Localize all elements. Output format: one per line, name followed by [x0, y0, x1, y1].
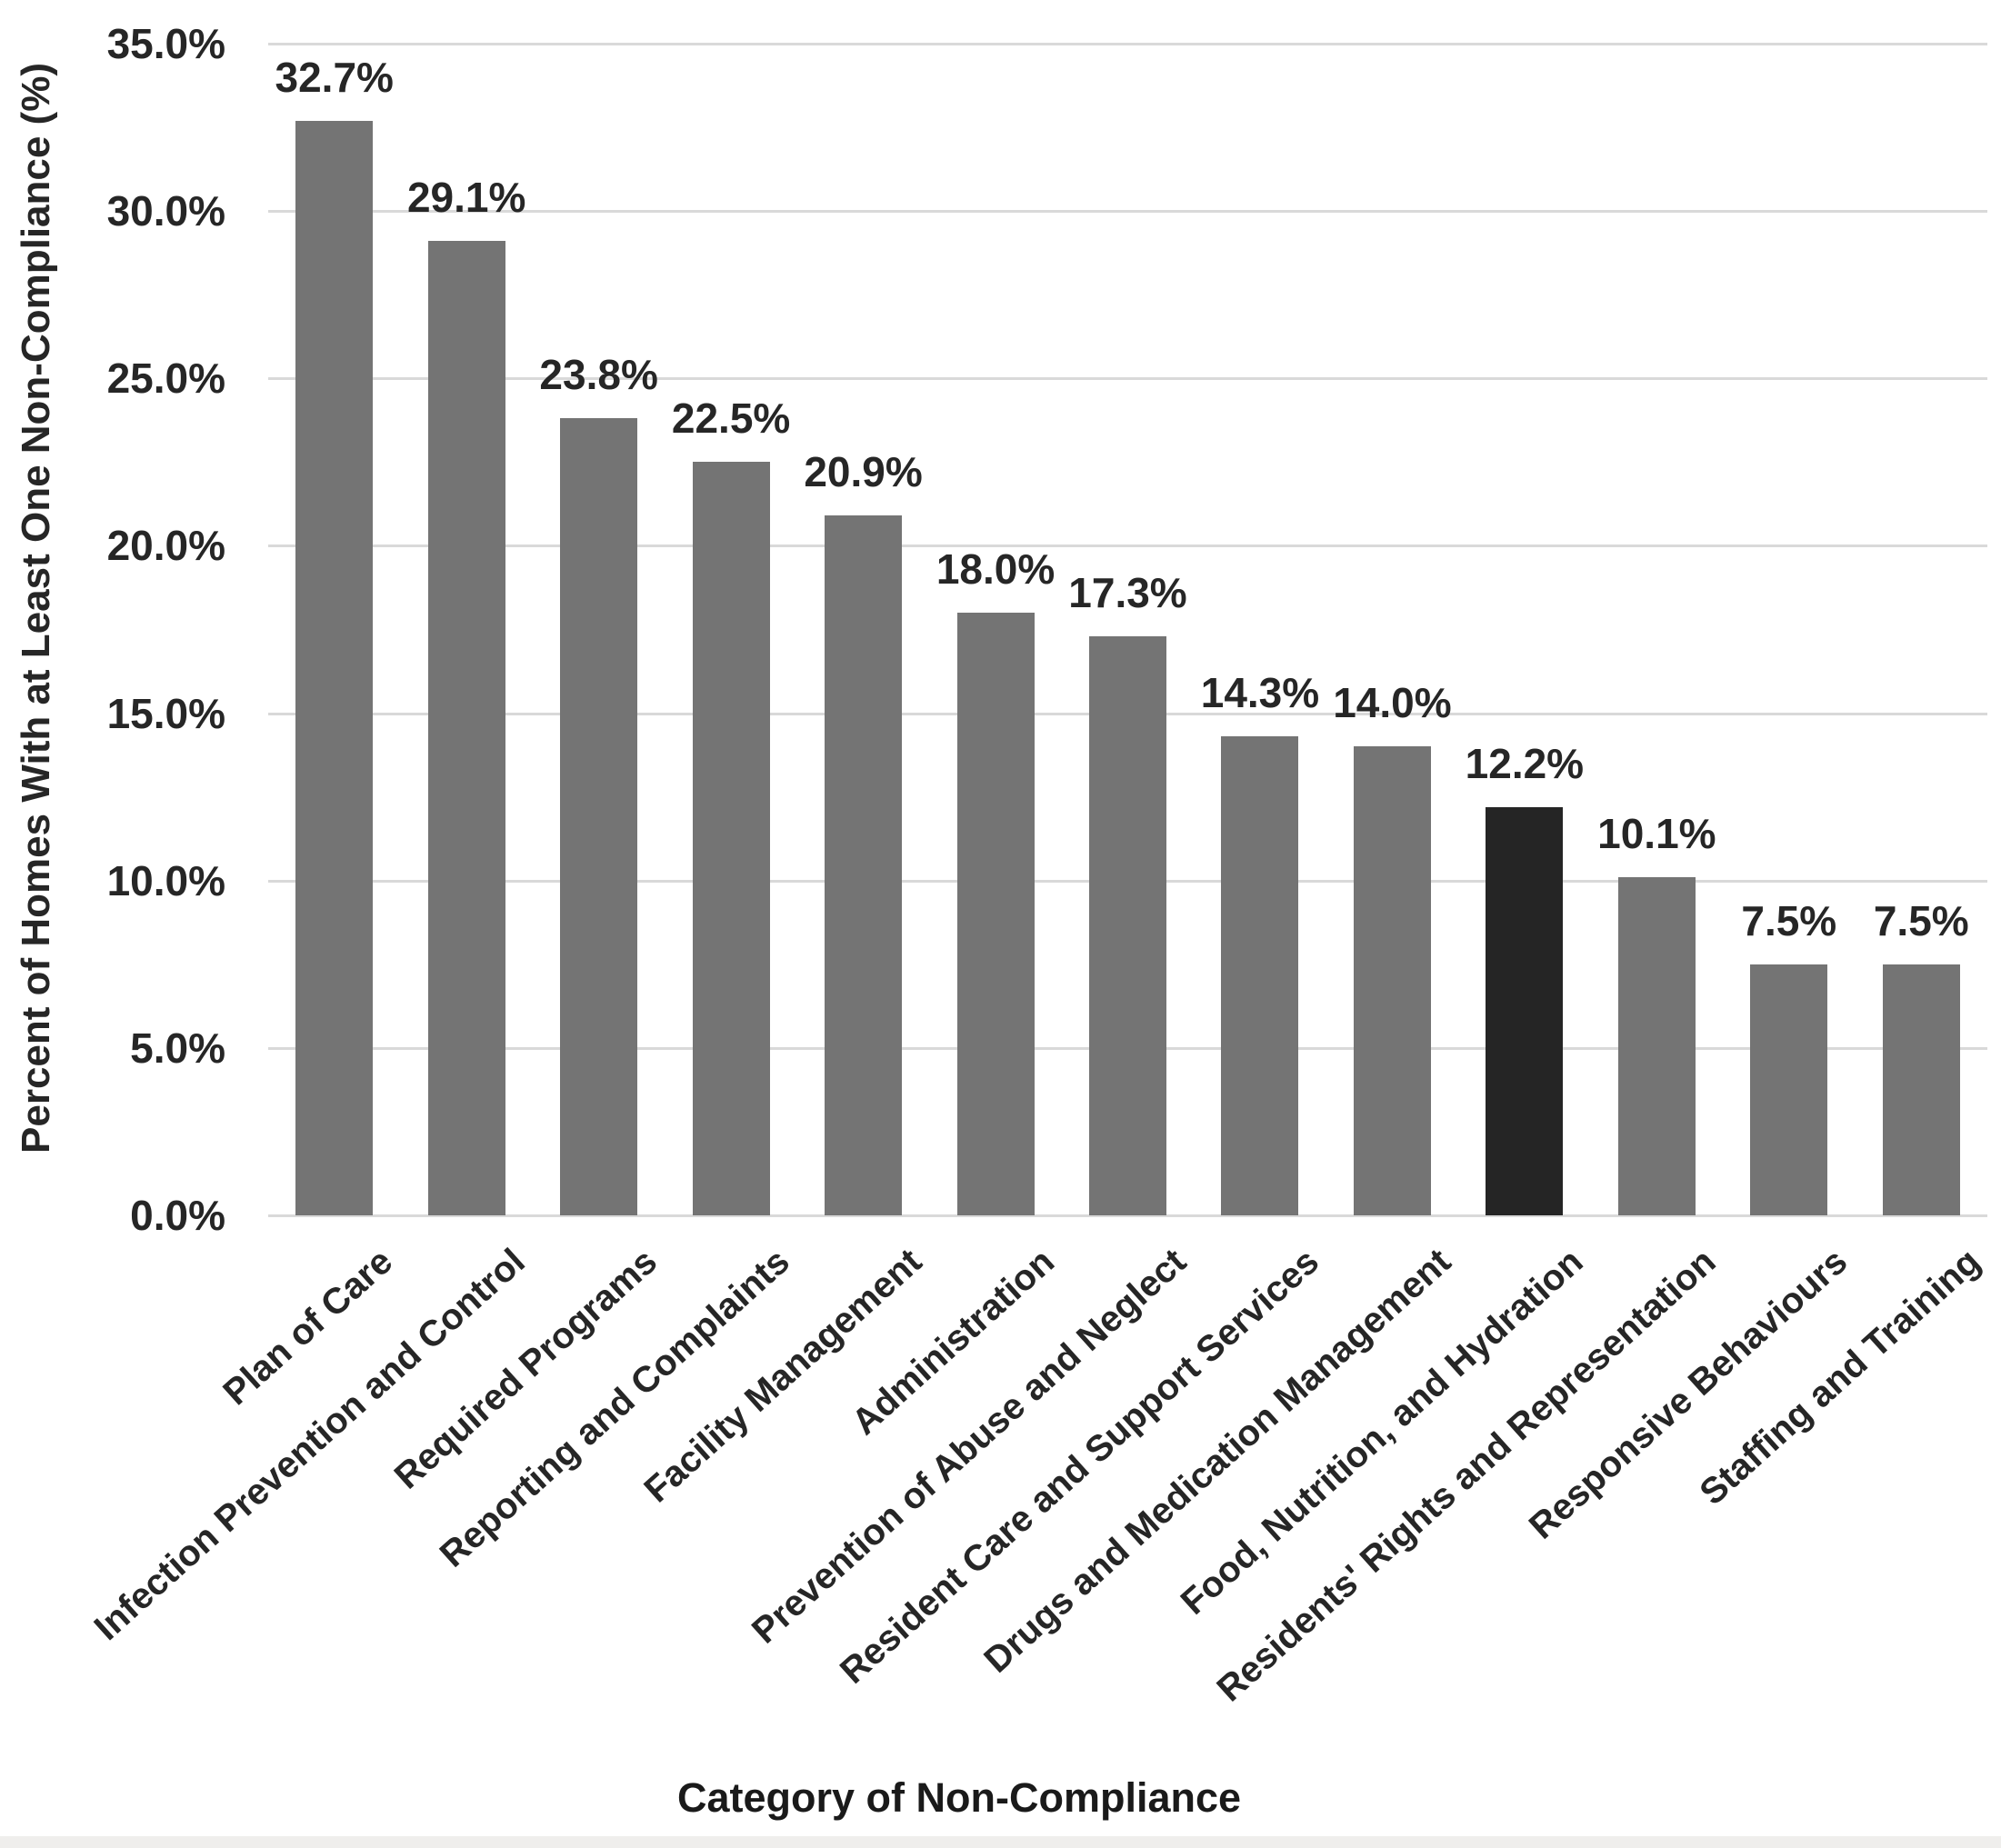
bar	[1089, 635, 1166, 1215]
bar	[1617, 877, 1696, 1215]
h-gridline	[268, 210, 1987, 214]
bar-value-label: 20.9%	[804, 448, 923, 496]
bar-value-label: 7.5%	[1741, 896, 1837, 944]
bar-value-label: 7.5%	[1873, 896, 1969, 944]
y-tick-label: 5.0%	[130, 1024, 225, 1072]
bar	[560, 418, 638, 1215]
y-tick-label: 15.0%	[106, 689, 225, 737]
bar	[1353, 746, 1431, 1215]
h-gridline	[268, 544, 1987, 548]
bar-value-label: 10.1%	[1597, 810, 1716, 858]
y-tick-label: 35.0%	[106, 20, 225, 67]
y-tick-label: 20.0%	[106, 522, 225, 570]
bar	[692, 462, 770, 1215]
bar-value-label: 22.5%	[671, 395, 791, 443]
h-gridline	[268, 43, 1987, 45]
bar	[1221, 736, 1299, 1215]
bar	[295, 120, 374, 1215]
x-category-label: Residents' Rights and Representation	[1209, 1241, 1724, 1710]
x-category-label: Drugs and Medication Management	[976, 1241, 1459, 1681]
bar	[956, 613, 1035, 1215]
y-tick-label: 10.0%	[106, 856, 225, 904]
bar	[1486, 806, 1564, 1215]
bar	[427, 241, 505, 1215]
bar-value-label: 17.3%	[1068, 568, 1187, 616]
y-tick-label: 25.0%	[106, 355, 225, 403]
bar	[1750, 964, 1828, 1215]
bar-value-label: 12.2%	[1465, 739, 1585, 787]
bar-value-label: 23.8%	[539, 351, 658, 399]
x-axis-title: Category of Non-Compliance	[676, 1774, 1242, 1821]
x-category-label: Resident Care and Support Services	[832, 1241, 1326, 1692]
y-tick-label: 30.0%	[106, 187, 225, 235]
bar-value-label: 14.0%	[1333, 679, 1452, 727]
bar	[825, 515, 903, 1215]
plot-area	[268, 43, 1987, 1217]
bar-value-label: 18.0%	[935, 545, 1056, 594]
y-tick-label: 0.0%	[130, 1192, 225, 1239]
bar	[1882, 964, 1960, 1215]
bar-value-label: 14.3%	[1200, 669, 1320, 717]
h-gridline	[268, 1214, 1987, 1217]
bar-value-label: 32.7%	[275, 53, 394, 101]
h-gridline	[268, 377, 1987, 381]
footer-strip	[0, 1836, 2001, 1848]
bar-value-label: 29.1%	[406, 174, 526, 222]
